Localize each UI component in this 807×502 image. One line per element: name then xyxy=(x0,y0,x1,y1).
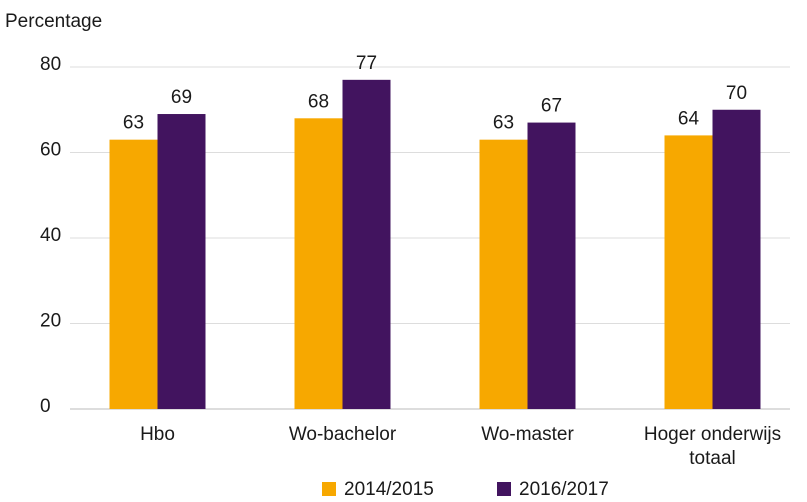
y-tick-label: 20 xyxy=(40,311,61,332)
x-tick-label: Hbo xyxy=(140,424,175,445)
bar xyxy=(109,139,158,410)
legend-swatch xyxy=(322,482,336,496)
data-label: 63 xyxy=(493,113,514,134)
legend-label: 2016/2017 xyxy=(519,479,609,500)
data-label: 68 xyxy=(308,91,329,112)
bar xyxy=(664,135,713,409)
data-label: 67 xyxy=(541,96,562,117)
y-axis-label: Percentage xyxy=(5,11,102,32)
x-tick-label: Hoger onderwijs totaal xyxy=(643,424,782,469)
legend-label: 2014/2015 xyxy=(344,479,434,500)
data-label: 63 xyxy=(123,113,144,134)
data-label: 77 xyxy=(356,53,377,74)
bar xyxy=(527,122,576,409)
data-label: 69 xyxy=(171,87,192,108)
bar xyxy=(342,79,391,409)
bar xyxy=(157,114,206,410)
bar xyxy=(294,118,343,410)
y-tick-label: 40 xyxy=(40,225,61,246)
y-tick-label: 0 xyxy=(40,396,51,417)
bar xyxy=(712,109,761,409)
x-tick-label: Wo-bachelor xyxy=(288,424,397,445)
y-tick-label: 80 xyxy=(40,54,61,75)
bar xyxy=(479,139,528,410)
y-tick-label: 60 xyxy=(40,140,61,161)
data-label: 64 xyxy=(678,108,700,129)
data-label: 70 xyxy=(726,83,747,104)
x-tick-label: Wo-master xyxy=(481,424,574,445)
legend-swatch xyxy=(497,482,511,496)
